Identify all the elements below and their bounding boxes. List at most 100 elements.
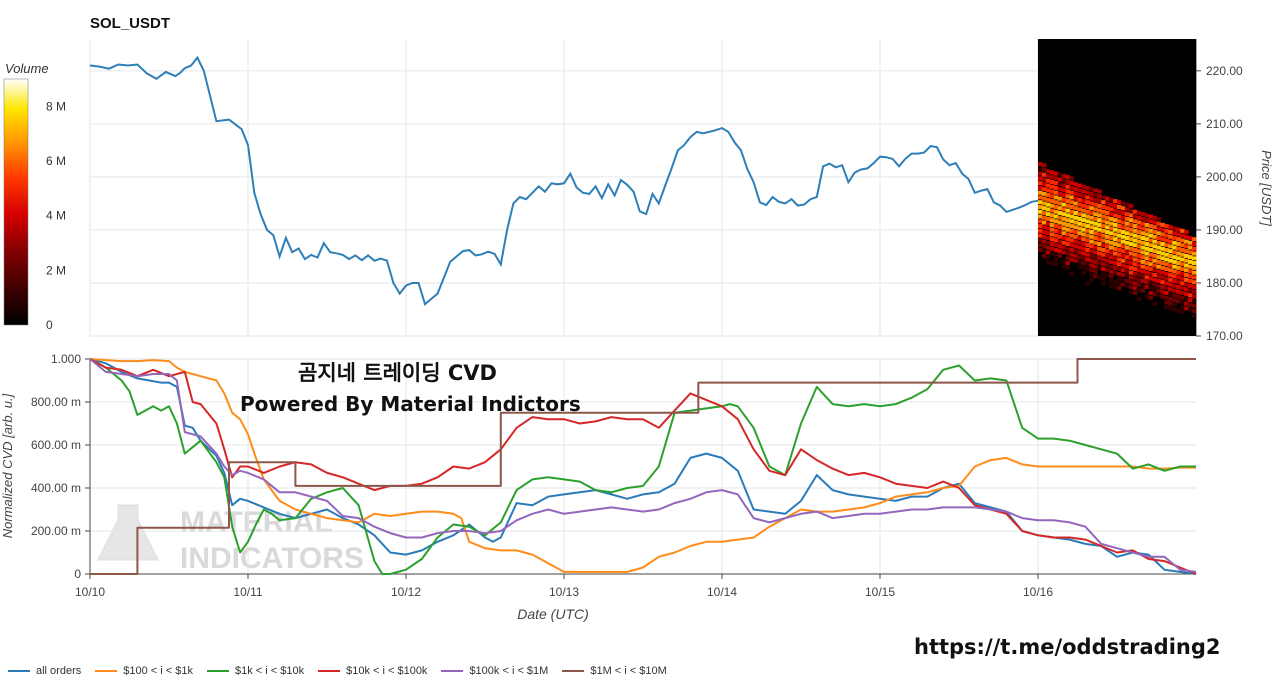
colorbar-tick-label: 6 M (46, 154, 66, 168)
heatmap-cell (1045, 240, 1051, 245)
heatmap-cell (1073, 253, 1078, 258)
heatmap-cell (1164, 257, 1169, 262)
heatmap-cell (1128, 280, 1134, 285)
legend-swatch (441, 670, 464, 672)
heatmap-cell (1168, 258, 1173, 263)
heatmap-cell (1160, 280, 1165, 285)
heatmap-cell (1144, 265, 1150, 270)
cvd-xtick-label: 10/10 (75, 585, 105, 599)
heatmap-cell (1124, 236, 1130, 241)
cvd-xtick-label: 10/14 (707, 585, 737, 599)
cvd-series-10k-100k (89, 358, 1197, 575)
heatmap-cell (1069, 224, 1075, 229)
heatmap-cell (1049, 175, 1055, 180)
heatmap-cell (1188, 283, 1193, 288)
legend-item[interactable]: $10k < i < $100k (318, 665, 427, 677)
heatmap-cell (1180, 305, 1185, 310)
heatmap-cell (1176, 280, 1181, 285)
heatmap-cell (1156, 226, 1161, 231)
heatmap-cell (1073, 210, 1078, 215)
heatmap-cell (1132, 228, 1138, 233)
heatmap-cell (1105, 206, 1110, 211)
heatmap-cell (1184, 249, 1189, 254)
legend-item[interactable]: $100 < i < $1k (95, 665, 193, 677)
heatmap-cell (1053, 228, 1059, 233)
heatmap-cell (1053, 219, 1059, 224)
heatmap-cell (1132, 243, 1138, 248)
heatmap-cell (1152, 239, 1157, 244)
heatmap-cell (1101, 243, 1106, 248)
heatmap-cell (1089, 220, 1094, 225)
heatmap-cell (1109, 250, 1114, 255)
heatmap-cell (1128, 289, 1134, 294)
heatmap-cell (1188, 236, 1193, 241)
heatmap-cell (1097, 199, 1102, 204)
heatmap-cell (1049, 189, 1055, 194)
cvd-ytick-label: 600.00 m (31, 438, 81, 452)
heatmap-cell (1172, 288, 1177, 293)
heatmap-cell (1180, 238, 1185, 243)
heatmap-cell (1093, 269, 1098, 274)
heatmap-cell (1140, 283, 1146, 288)
heatmap-cell (1117, 257, 1122, 262)
heatmap-cell (1156, 255, 1161, 260)
heatmap-cell (1081, 213, 1086, 218)
heatmap-cell (1148, 224, 1154, 229)
heatmap-cell (1184, 282, 1189, 287)
heatmap-cell (1144, 218, 1150, 223)
legend-swatch (95, 670, 118, 672)
heatmap-cell (1152, 268, 1157, 273)
heatmap-cell (1093, 221, 1098, 226)
heatmap-cell (1128, 256, 1134, 261)
heatmap-cell (1045, 231, 1051, 236)
heatmap-cell (1049, 179, 1055, 184)
heatmap-cell (1140, 278, 1146, 283)
heatmap-cell (1097, 237, 1102, 242)
heatmap-cell (1156, 293, 1161, 298)
heatmap-cell (1109, 283, 1114, 288)
heatmap-cell (1176, 294, 1181, 299)
heatmap-cell (1180, 243, 1185, 248)
heatmap-cell (1117, 233, 1122, 238)
heatmap-cell (1148, 228, 1154, 233)
heatmap-cell (1120, 230, 1126, 235)
heatmap-cell (1152, 220, 1157, 225)
heatmap-cell (1097, 218, 1102, 223)
heatmap-cell (1065, 241, 1071, 246)
heatmap-cell (1132, 267, 1138, 272)
price-ytick-label: 170.00 (1206, 329, 1243, 343)
heatmap-cell (1117, 267, 1122, 272)
heatmap-cell (1156, 283, 1161, 288)
legend-swatch (318, 670, 341, 672)
price-ytick-label: 200.00 (1206, 170, 1243, 184)
heatmap-cell (1077, 250, 1082, 255)
legend-item[interactable]: all orders (8, 665, 81, 677)
heatmap-cell (1124, 231, 1130, 236)
cvd-series-1k-10k (89, 358, 1196, 575)
legend-item[interactable]: $100k < i < $1M (441, 665, 548, 677)
heatmap-cell (1093, 188, 1098, 193)
heatmap-cell (1077, 207, 1082, 212)
heatmap-cell (1144, 222, 1150, 227)
heatmap-cell (1081, 261, 1086, 266)
heatmap-cell (1117, 286, 1122, 291)
legend-item[interactable]: $1M < i < $10M (562, 665, 667, 677)
heatmap-cell (1085, 233, 1090, 238)
heatmap-cell (1101, 195, 1106, 200)
heatmap-cell (1109, 255, 1114, 260)
heatmap-cell (1132, 257, 1138, 262)
telegram-link[interactable]: https://t.me/oddstrading2 (914, 635, 1221, 659)
heatmap-cell (1184, 244, 1189, 249)
heatmap-cell (1041, 239, 1047, 244)
heatmap-cell (1065, 208, 1071, 213)
heatmap-cell (1038, 243, 1043, 248)
heatmap-cell (1113, 227, 1118, 232)
heatmap-cell (1152, 230, 1157, 235)
heatmap-cell (1132, 281, 1138, 286)
legend-label: all orders (36, 665, 82, 677)
heatmap-cell (1081, 194, 1086, 199)
legend-item[interactable]: $1k < i < $10k (206, 665, 304, 677)
heatmap-cell (1148, 238, 1154, 243)
heatmap-cell (1148, 257, 1154, 262)
heatmap-cell (1085, 195, 1090, 200)
